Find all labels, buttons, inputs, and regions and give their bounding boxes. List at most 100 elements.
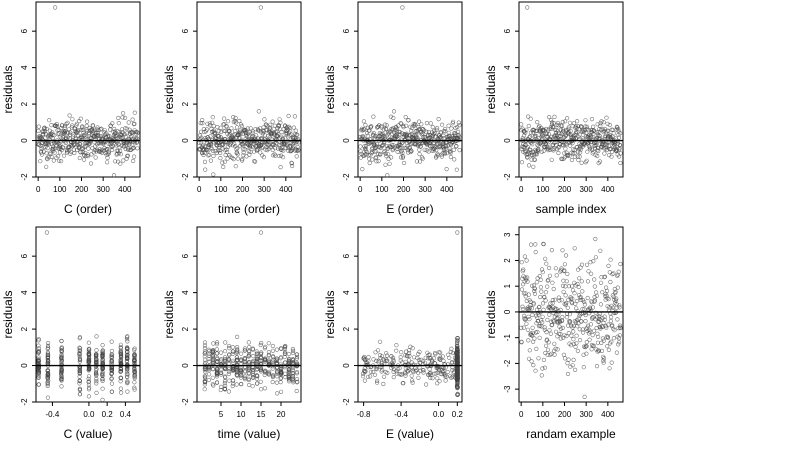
data-point — [583, 319, 588, 324]
data-point — [275, 146, 281, 151]
data-point — [132, 346, 137, 351]
data-point — [100, 367, 105, 372]
data-point — [372, 149, 377, 154]
data-point — [87, 366, 92, 372]
data-point — [616, 135, 622, 140]
data-point — [120, 111, 126, 116]
data-point — [536, 143, 541, 149]
data-point — [435, 139, 440, 144]
data-point — [230, 143, 235, 148]
data-point — [593, 255, 599, 260]
data-point — [578, 297, 583, 303]
data-point — [529, 306, 534, 311]
data-point — [604, 143, 610, 148]
data-point — [605, 344, 610, 349]
data-point — [407, 353, 412, 359]
data-point — [210, 148, 216, 153]
data-point — [222, 116, 227, 121]
data-point — [132, 358, 137, 363]
data-point — [548, 137, 553, 142]
data-point — [114, 133, 119, 138]
y-tick-label: 2 — [181, 101, 190, 106]
data-point — [109, 368, 114, 373]
data-point — [577, 150, 583, 155]
data-point — [384, 351, 389, 356]
x-tick-label: 0.0 — [83, 410, 95, 419]
data-point — [565, 361, 570, 366]
data-point — [200, 117, 205, 123]
data-point — [552, 114, 557, 119]
y-tick-label: 4 — [503, 65, 512, 70]
data-point — [263, 344, 268, 350]
data-point — [605, 335, 611, 341]
y-tick-label: 4 — [20, 65, 29, 70]
data-point — [556, 150, 561, 156]
data-point — [270, 147, 275, 153]
data-point — [579, 124, 584, 129]
data-point — [422, 360, 428, 365]
data-point — [439, 372, 444, 377]
data-point — [45, 141, 50, 147]
data-point — [409, 373, 414, 378]
data-point — [548, 301, 553, 306]
data-point — [559, 266, 564, 271]
data-point — [211, 359, 216, 364]
data-point — [525, 275, 530, 280]
data-point — [77, 381, 82, 386]
data-point — [420, 156, 425, 161]
data-point — [527, 348, 532, 353]
data-point — [601, 120, 606, 125]
data-point — [584, 158, 589, 163]
data-point — [608, 318, 614, 324]
data-point — [77, 359, 82, 364]
data-point — [617, 146, 622, 151]
data-point — [286, 356, 292, 362]
data-point — [36, 124, 41, 129]
data-point — [582, 394, 587, 400]
data-point — [614, 273, 620, 278]
data-point — [416, 351, 421, 357]
data-point — [553, 266, 558, 271]
data-point — [384, 353, 390, 358]
y-tick-label: 0 — [342, 363, 351, 368]
data-point — [230, 155, 235, 160]
data-point — [524, 298, 529, 304]
data-point — [77, 336, 82, 341]
data-point — [563, 302, 568, 307]
data-point — [519, 287, 525, 292]
data-point — [290, 358, 295, 363]
data-point — [530, 333, 535, 338]
data-point — [227, 352, 232, 357]
data-point — [385, 132, 390, 137]
data-point — [258, 5, 264, 10]
data-point — [563, 293, 568, 298]
data-point — [291, 125, 297, 130]
data-point — [377, 353, 383, 358]
data-point — [291, 144, 296, 149]
data-point — [230, 383, 235, 389]
data-point — [405, 133, 410, 138]
data-point — [45, 395, 51, 400]
y-tick-label: 0 — [181, 363, 190, 368]
data-point — [77, 386, 82, 391]
data-point — [597, 159, 603, 164]
data-point — [540, 314, 545, 319]
data-point — [588, 271, 594, 276]
data-point — [529, 157, 534, 162]
data-point — [451, 147, 456, 152]
data-point — [211, 172, 216, 177]
data-point — [93, 155, 98, 160]
y-tick-label: -3 — [503, 385, 512, 393]
data-point — [560, 325, 565, 331]
data-point — [609, 339, 614, 344]
data-point — [233, 129, 238, 134]
data-point — [254, 362, 259, 367]
data-point — [270, 374, 276, 380]
data-point — [124, 354, 130, 359]
data-point — [91, 150, 96, 155]
x-tick-label: 100 — [375, 185, 389, 194]
data-point — [615, 272, 621, 277]
data-point — [587, 337, 592, 342]
data-point — [455, 336, 460, 341]
data-point — [86, 387, 92, 392]
